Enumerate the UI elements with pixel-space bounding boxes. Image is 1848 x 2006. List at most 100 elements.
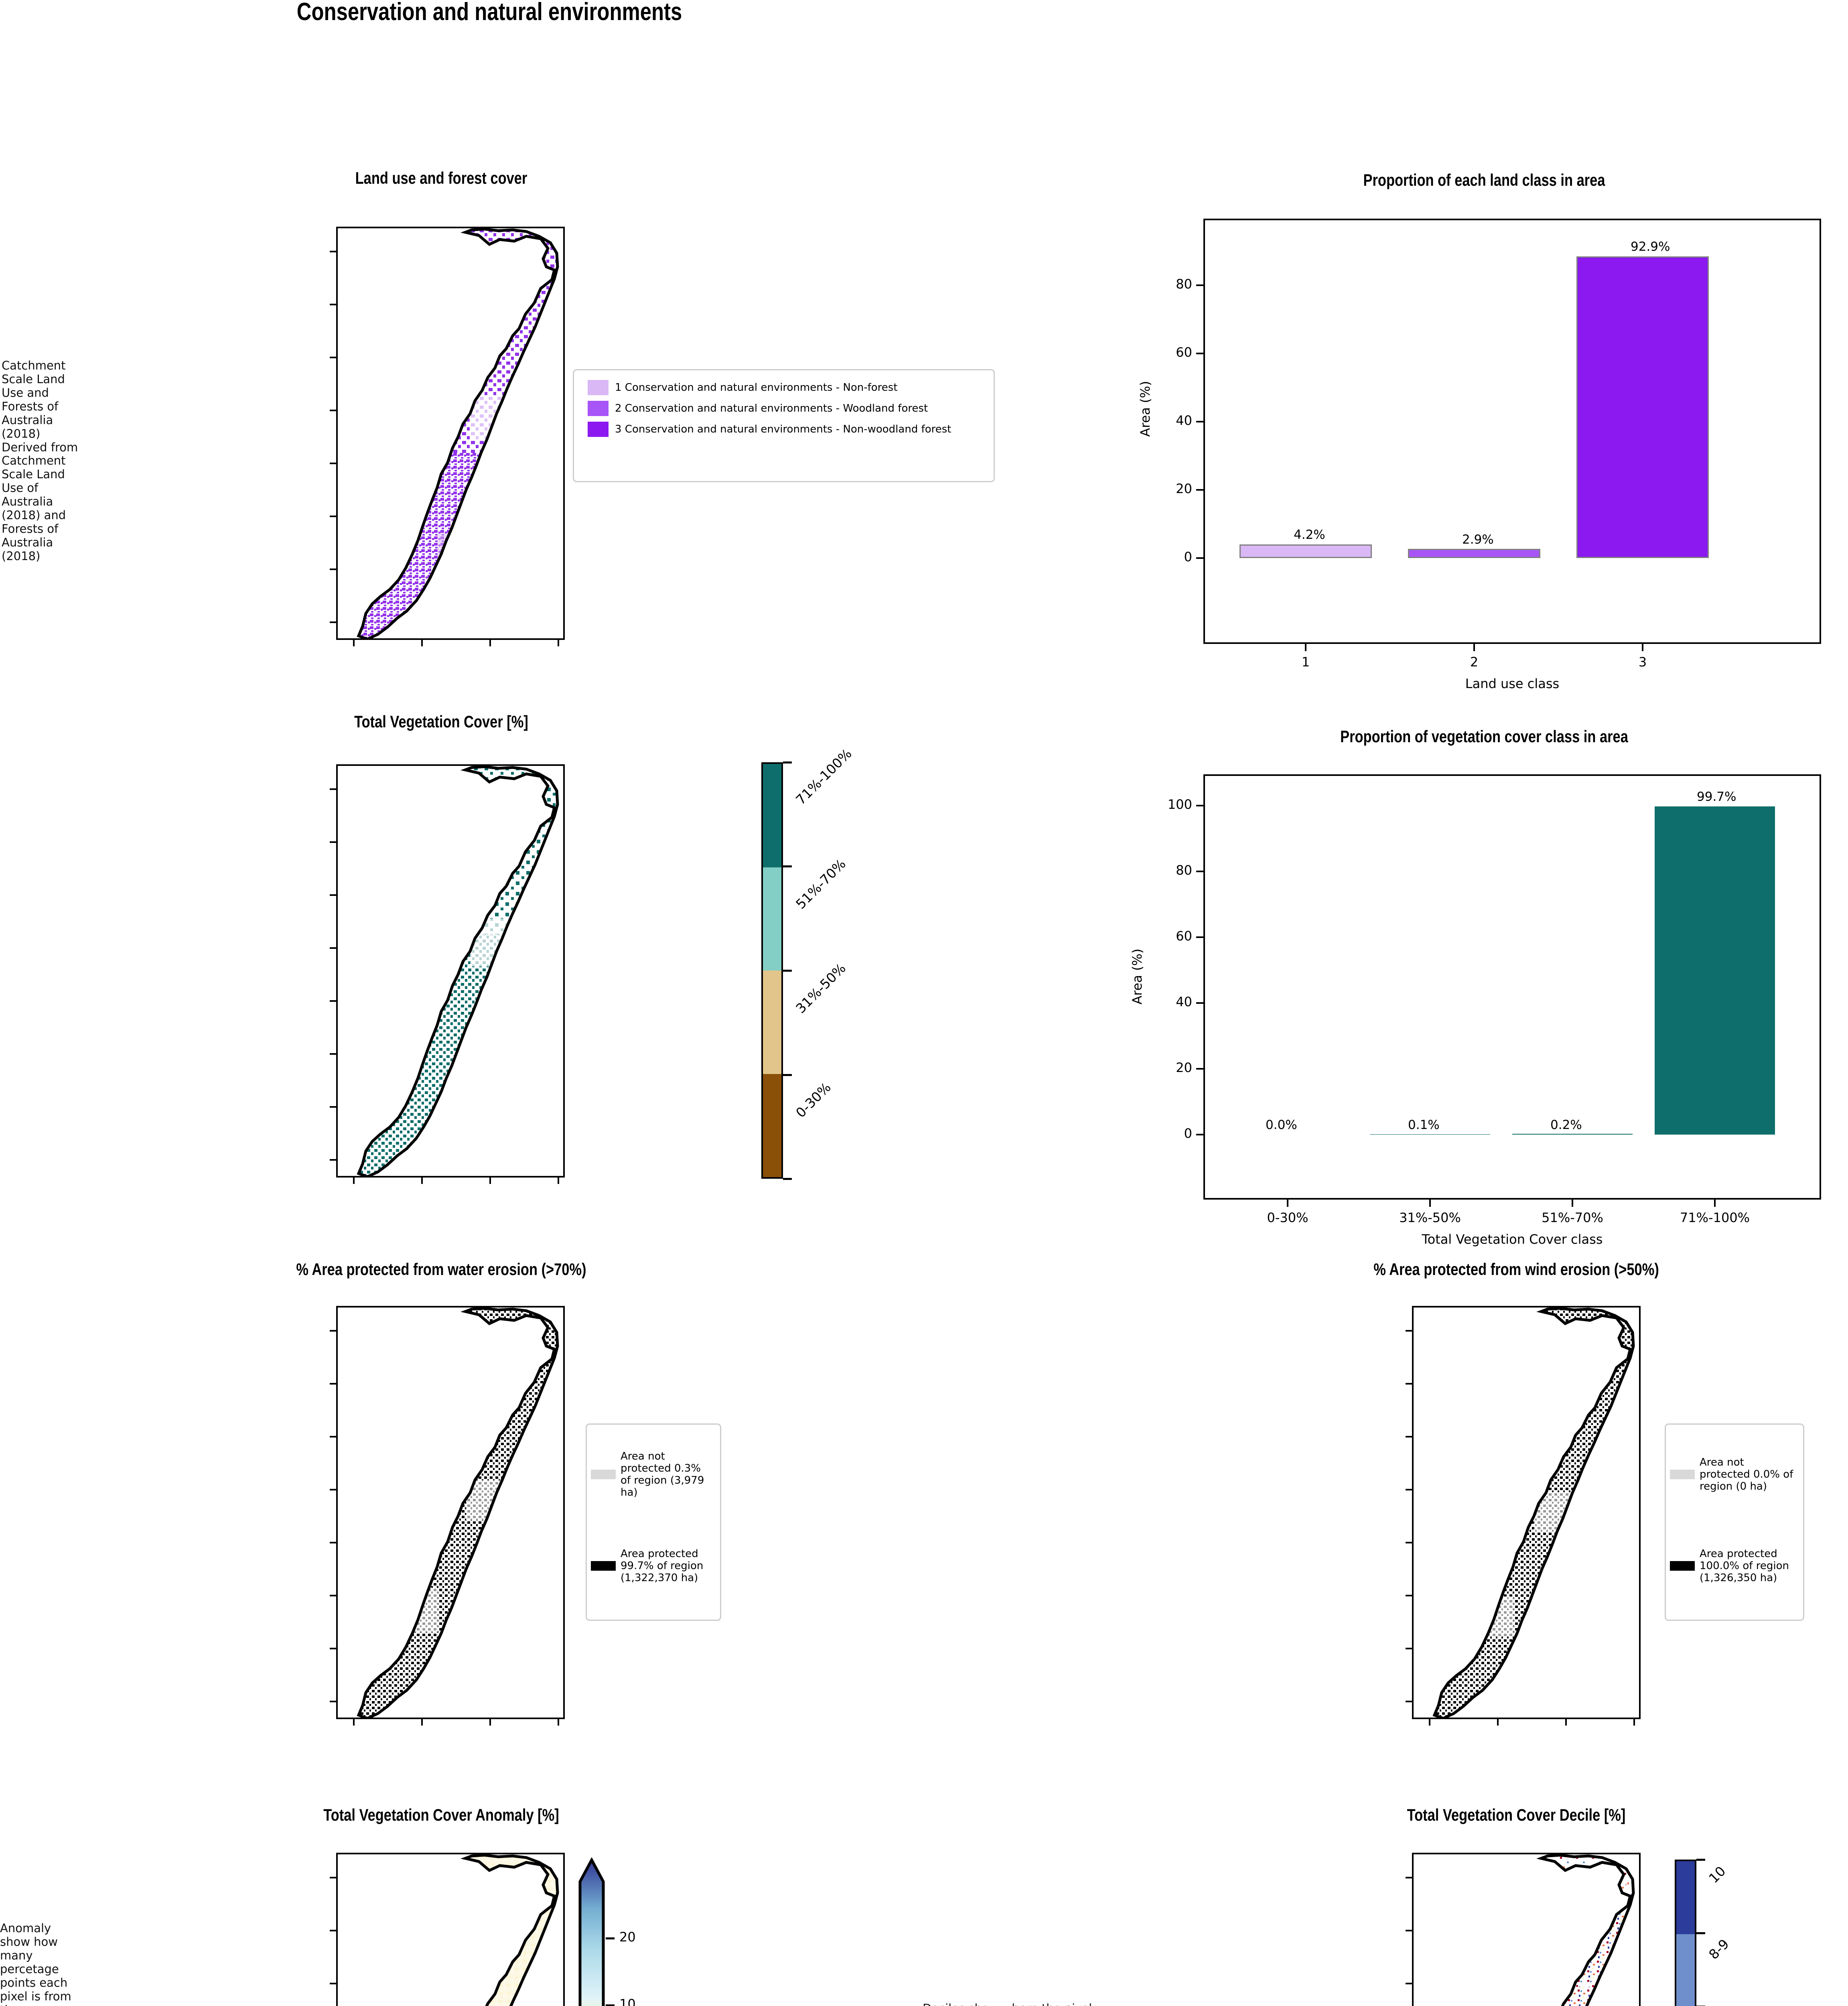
decile-colorbar[interactable] — [1675, 1860, 1696, 2006]
colorbar-band-51-70 — [763, 867, 781, 971]
anomaly-raster — [359, 1855, 558, 2006]
legend-item[interactable]: Area protected 99.7% of region (1,322,37… — [591, 1520, 716, 1612]
ytick-60: 60 — [1176, 345, 1192, 360]
ytick-40: 40 — [1176, 994, 1192, 1009]
bar-2[interactable] — [1370, 1134, 1490, 1135]
colorbar-label-51-70: 51%-70% — [793, 856, 849, 912]
land-class-chart[interactable]: 0 20 40 60 80 Area (%) 4.2% 2.9% 92.9% 1… — [1138, 219, 1821, 691]
bar-1[interactable] — [1239, 544, 1372, 558]
legend-swatch-3 — [588, 422, 609, 437]
legend-label-1: 1 Conservation and natural environments … — [615, 381, 898, 394]
legend-item[interactable]: Area not protected 0.3% of region (3,979… — [591, 1429, 716, 1520]
bar-3[interactable] — [1576, 256, 1709, 558]
decile-raster — [1434, 1855, 1633, 2006]
legend-item[interactable]: Area not protected 0.0% of region (0 ha) — [1670, 1429, 1799, 1520]
water-erosion-raster — [359, 1308, 558, 1718]
chart2-xlabel: Total Vegetation Cover class — [1422, 1232, 1603, 1247]
xtick-31-50: 31%-50% — [1399, 1210, 1461, 1225]
wind-erosion-panel-title: % Area protected from wind erosion (>50%… — [1373, 1260, 1659, 1279]
legend-item[interactable]: 3 Conservation and natural environments … — [578, 422, 990, 437]
colorbar-band-71-100 — [763, 764, 781, 867]
veg-cover-raster — [359, 767, 558, 1176]
colorbar-band-10 — [1676, 1861, 1695, 1934]
anomaly-map[interactable] — [336, 1853, 565, 2006]
ytick-100: 100 — [1167, 797, 1192, 812]
legend-item[interactable]: 1 Conservation and natural environments … — [578, 380, 990, 395]
plot-frame — [1203, 219, 1821, 644]
ytick-0: 0 — [1184, 549, 1192, 564]
anomaly-map-svg — [359, 1854, 559, 2006]
land-use-source-note: Catchment Scale Land Use and Forests of … — [2, 359, 78, 563]
legend-item[interactable]: 2 Conservation and natural environments … — [578, 401, 990, 416]
land-use-panel-title: Land use and forest cover — [355, 169, 527, 187]
legend-label-3: 3 Conservation and natural environments … — [615, 423, 951, 435]
legend-swatch-not-protected — [591, 1470, 616, 1479]
decile-map-svg — [1434, 1854, 1635, 2006]
wind-erosion-raster — [1434, 1308, 1633, 1718]
land-use-map-svg — [357, 228, 559, 638]
ytick-0: 0 — [1184, 1126, 1192, 1141]
veg-cover-colorbar[interactable] — [761, 762, 783, 1179]
bar-3[interactable] — [1512, 1134, 1633, 1135]
colorbar-band-31-50 — [763, 971, 781, 1074]
xtick-51-70: 51%-70% — [1542, 1210, 1603, 1225]
colorbar-label-71-100: 71%-100% — [793, 745, 855, 808]
veg-cover-map-svg — [357, 766, 559, 1176]
veg-cover-panel-title: Total Vegetation Cover [%] — [354, 712, 528, 731]
land-use-map[interactable] — [336, 227, 565, 640]
legend-label-not-protected: Area not protected 0.3% of region (3,979… — [621, 1450, 704, 1499]
veg-cover-map[interactable] — [336, 764, 565, 1178]
legend-swatch-not-protected — [1670, 1470, 1695, 1479]
bar-label-3: 0.2% — [1550, 1118, 1582, 1132]
xtick-1: 1 — [1301, 654, 1310, 670]
xtick-3: 3 — [1638, 654, 1647, 670]
veg-class-chart[interactable]: 0 20 40 60 80 100 Area (%) 0.0% 0.1% 0.2… — [1130, 774, 1821, 1247]
ytick-80: 80 — [1176, 276, 1192, 292]
land-use-raster — [359, 229, 558, 638]
legend-swatch-2 — [588, 401, 609, 416]
water-erosion-map[interactable] — [336, 1306, 565, 1719]
bar-label-2: 0.1% — [1408, 1118, 1440, 1132]
bar-label-3: 92.9% — [1631, 240, 1670, 254]
bar-2[interactable] — [1408, 549, 1540, 558]
legend-swatch-1 — [588, 380, 609, 395]
colorbar-band-0-30 — [763, 1074, 781, 1177]
water-erosion-panel-title: % Area protected from water erosion (>70… — [296, 1260, 586, 1279]
anomaly-tick-20: 20 — [619, 1929, 636, 1945]
anomaly-colorbar-svg — [578, 1858, 605, 2006]
ytick-60: 60 — [1176, 928, 1192, 944]
anomaly-panel-title: Total Vegetation Cover Anomaly [%] — [323, 1805, 559, 1824]
veg-class-chart-title: Proportion of vegetation cover class in … — [1340, 727, 1628, 746]
legend-swatch-protected — [1670, 1561, 1695, 1571]
chart1-ylabel: Area (%) — [1138, 381, 1153, 437]
anomaly-note: Anomaly show how many percetage points e… — [0, 1921, 71, 2006]
legend-label-protected: Area protected 99.7% of region (1,322,37… — [621, 1547, 704, 1584]
bar-label-4: 99.7% — [1697, 790, 1736, 804]
legend-item[interactable]: Area protected 100.0% of region (1,326,3… — [1670, 1520, 1799, 1612]
bar-label-1: 0.0% — [1266, 1118, 1297, 1132]
chart1-xlabel: Land use class — [1465, 676, 1560, 691]
colorbar-band-8-9 — [1676, 1934, 1695, 2006]
land-use-legend: 1 Conservation and natural environments … — [573, 369, 995, 482]
bar-4[interactable] — [1655, 806, 1775, 1135]
ytick-20: 20 — [1176, 481, 1192, 496]
xtick-71-100: 71%-100% — [1680, 1210, 1750, 1225]
region-outline — [357, 228, 559, 638]
legend-label-protected: Area protected 100.0% of region (1,326,3… — [1700, 1547, 1789, 1584]
ytick-80: 80 — [1176, 863, 1192, 878]
anomaly-colorbar[interactable] — [578, 1858, 606, 2006]
anomaly-tick-10: 10 — [619, 1996, 636, 2006]
land-class-chart-title: Proportion of each land class in area — [1363, 171, 1605, 189]
wind-erosion-map[interactable] — [1412, 1306, 1641, 1719]
decile-label-10: 10 — [1706, 1863, 1729, 1886]
decile-label-8-9: 8-9 — [1706, 1936, 1732, 1963]
colorbar-label-31-50: 31%-50% — [793, 960, 849, 1017]
water-erosion-legend: Area not protected 0.3% of region (3,979… — [586, 1423, 721, 1621]
decile-map[interactable] — [1412, 1853, 1641, 2006]
page-title: Conservation and natural environments — [296, 0, 682, 26]
water-erosion-map-svg — [357, 1308, 559, 1718]
bar-label-1: 4.2% — [1294, 528, 1325, 542]
colorbar-label-0-30: 0-30% — [793, 1079, 834, 1121]
ytick-40: 40 — [1176, 413, 1192, 428]
legend-swatch-protected — [591, 1561, 616, 1571]
